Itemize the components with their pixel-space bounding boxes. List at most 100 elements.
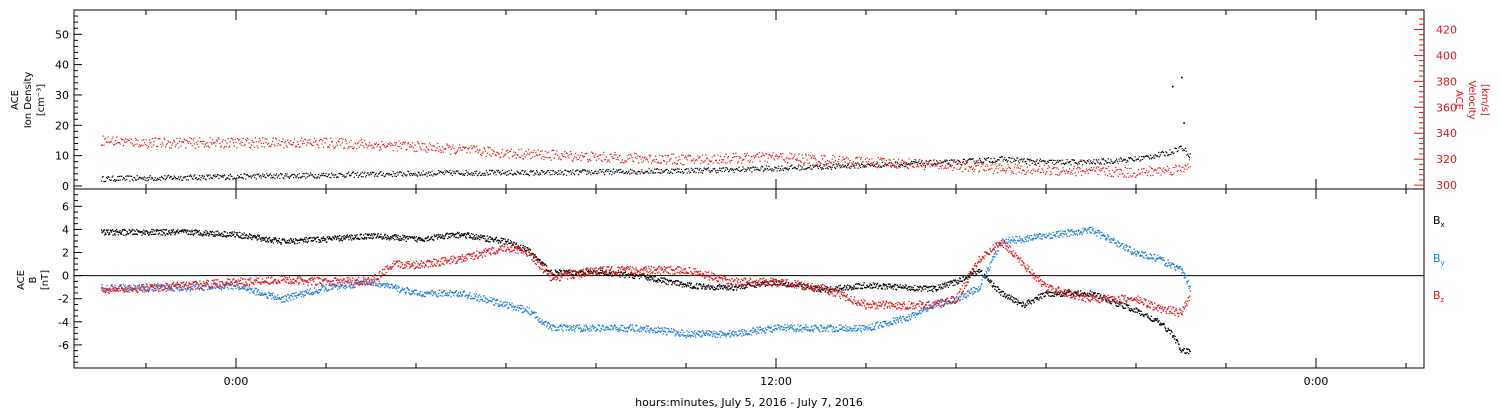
b-point-Bx — [878, 284, 880, 286]
b-point-Bx — [226, 234, 228, 237]
top-point-red — [919, 164, 922, 166]
top-point-black — [525, 173, 527, 175]
top-point-red — [104, 138, 106, 140]
b-point-Bx — [277, 242, 279, 244]
b-point-Bx — [574, 274, 576, 276]
b-point-Bx — [453, 234, 455, 236]
b-point-Bx — [639, 274, 642, 276]
top-point-black — [763, 169, 765, 171]
b-point-Bx — [968, 275, 970, 277]
top-point-red — [766, 153, 768, 155]
b-point-Bx — [1081, 295, 1083, 297]
top-point-black — [811, 168, 813, 170]
b-point-Bx — [1035, 296, 1037, 299]
top-point-red — [823, 154, 825, 156]
top-point-red — [404, 141, 406, 143]
top-point-black — [701, 169, 703, 171]
top-point-black — [633, 170, 635, 172]
top-point-black — [681, 171, 683, 173]
top-point-red — [491, 149, 493, 151]
b-point-Bx — [245, 237, 247, 239]
top-point-black — [285, 175, 287, 177]
top-point-red — [935, 162, 937, 165]
top-point-black — [203, 175, 206, 177]
top-point-black — [521, 170, 523, 172]
top-point-black — [768, 165, 770, 167]
b-point-Bx — [471, 236, 473, 239]
top-point-red — [188, 141, 190, 143]
b-point-Bx — [1131, 309, 1134, 311]
b-point-Bx — [378, 235, 380, 237]
b-point-Bx — [862, 284, 865, 286]
top-point-red — [791, 153, 793, 155]
top-point-red — [804, 161, 806, 164]
top-point-red — [1084, 172, 1086, 174]
b-point-Bx — [144, 233, 146, 235]
b-point-Bx — [185, 230, 187, 233]
b-point-Bx — [229, 232, 231, 234]
top-point-black — [762, 170, 764, 172]
top-point-red — [856, 157, 858, 159]
b-point-Bx — [975, 273, 978, 275]
b-point-Bx — [314, 239, 316, 241]
top-point-black — [760, 167, 762, 169]
top-point-red — [631, 157, 633, 159]
top-point-red — [331, 141, 333, 143]
top-point-black — [1046, 162, 1048, 164]
b-point-Bx — [727, 285, 729, 287]
top-point-black — [1040, 160, 1042, 163]
top-point-red — [220, 146, 222, 148]
top-point-black — [276, 177, 278, 179]
b-point-Bx — [1140, 314, 1142, 316]
top-point-red — [354, 142, 356, 144]
top-point-red — [395, 144, 397, 146]
b-point-By — [101, 284, 103, 286]
b-point-By — [125, 286, 128, 288]
b-point-Bx — [666, 279, 669, 282]
b-point-Bx — [843, 287, 845, 289]
top-point-black — [224, 174, 226, 176]
top-point-red — [1079, 168, 1081, 170]
top-point-black — [744, 170, 746, 173]
top-point-black — [420, 174, 422, 176]
top-point-red — [334, 147, 336, 149]
b-point-Bx — [847, 289, 850, 291]
b-point-By — [114, 284, 116, 287]
top-point-red — [1098, 166, 1100, 168]
top-point-black — [548, 169, 550, 172]
top-point-red — [958, 168, 960, 170]
top-point-black — [703, 167, 705, 169]
top-point-red — [986, 163, 988, 165]
b-point-Bx — [517, 245, 520, 247]
b-point-Bx — [658, 279, 661, 281]
b-point-Bx — [1098, 297, 1101, 300]
b-point-Bx — [200, 233, 203, 235]
b-point-Bx — [226, 232, 229, 234]
top-point-black — [465, 169, 467, 171]
top-point-red — [513, 151, 515, 153]
top-point-red — [584, 153, 586, 155]
top-point-black — [975, 160, 977, 162]
top-point-black — [1043, 161, 1045, 163]
top-point-black — [1050, 159, 1052, 162]
top-point-black — [226, 177, 228, 179]
b-point-Bx — [906, 287, 908, 289]
top-point-black — [567, 170, 569, 172]
b-point-Bx — [621, 272, 623, 274]
top-point-black — [367, 172, 369, 174]
b-point-Bx — [324, 239, 326, 241]
b-point-Bx — [912, 286, 914, 289]
top-point-black — [538, 174, 540, 176]
top-point-black — [398, 172, 400, 174]
top-point-red — [740, 156, 742, 159]
top-point-black — [460, 173, 462, 175]
b-point-Bx — [736, 289, 738, 291]
top-point-red — [1177, 170, 1179, 172]
top-point-black — [1023, 158, 1025, 160]
top-point-black — [1077, 164, 1079, 166]
top-point-black — [685, 168, 687, 171]
top-point-black — [792, 167, 794, 169]
b-point-By — [169, 286, 171, 288]
top-point-black — [523, 173, 525, 176]
top-point-red — [267, 143, 269, 145]
